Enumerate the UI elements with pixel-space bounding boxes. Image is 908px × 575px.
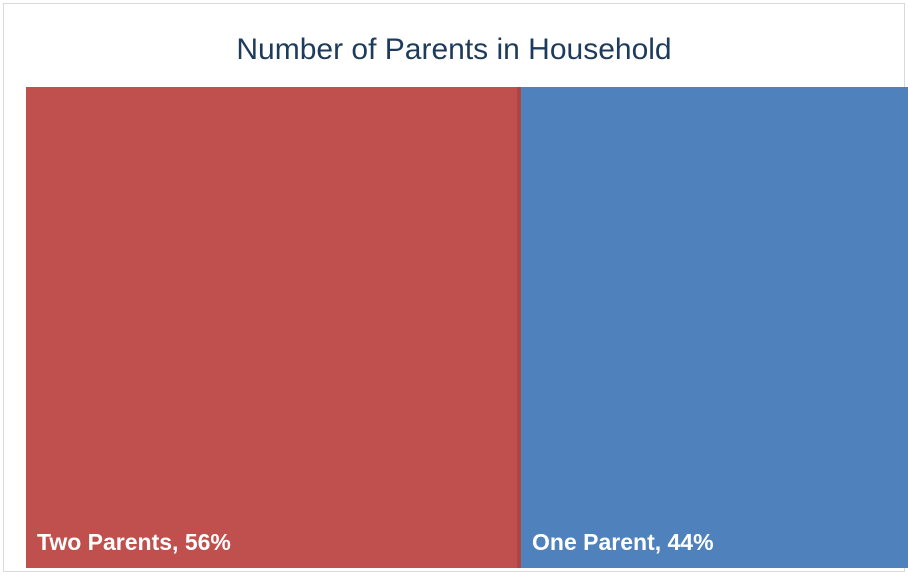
treemap-chart: Two Parents, 56% One Parent, 44% — [26, 87, 908, 568]
block-two-parents — [26, 87, 522, 568]
chart-area: Number of Parents in Household Two Paren… — [3, 3, 908, 572]
plot-area: Two Parents, 56% One Parent, 44% — [26, 87, 908, 568]
block-divider — [517, 87, 522, 568]
chart-title: Number of Parents in Household — [236, 33, 672, 66]
data-label: One Parent, 44% — [532, 529, 714, 555]
block-one-parent — [521, 87, 908, 568]
data-label: Two Parents, 56% — [37, 529, 231, 555]
